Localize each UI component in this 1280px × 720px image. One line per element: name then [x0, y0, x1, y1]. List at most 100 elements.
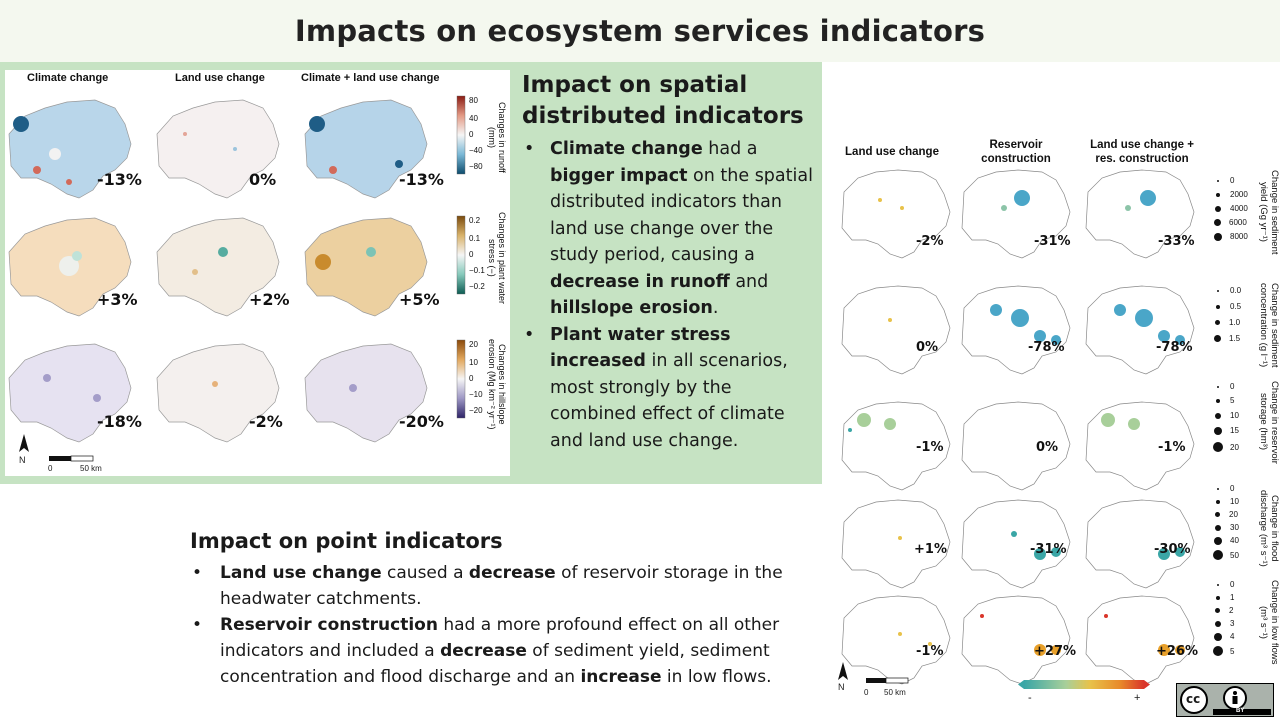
- text-run: of reservoir storage in the headwater ca…: [220, 563, 783, 609]
- legend-tick: 10: [1230, 497, 1239, 506]
- point-maps-svg: [838, 169, 1195, 689]
- text-run: caused a: [381, 563, 469, 583]
- erosion-landuse-map: [156, 343, 280, 443]
- legend-tick: 4000: [1230, 204, 1248, 213]
- text-run: decrease: [440, 641, 527, 661]
- map-percent: -13%: [97, 170, 142, 189]
- legend-dot: [1217, 385, 1219, 388]
- runoff-climate-map: [8, 99, 132, 199]
- legend-dot: [1214, 536, 1222, 545]
- map-percent: -1%: [916, 440, 944, 455]
- text-run: decrease in runoff: [550, 271, 730, 292]
- text-run: hillslope erosion: [550, 298, 713, 318]
- map-percent: -1%: [916, 644, 944, 659]
- list-item: • Climate change had a bigger impact on …: [524, 136, 820, 322]
- legend-dot: [1215, 608, 1220, 613]
- flood-reservoir-map: [961, 499, 1071, 589]
- scale-label: 0: [48, 464, 53, 473]
- legend-dot: [1215, 320, 1220, 325]
- text-run: Land use change: [220, 563, 382, 583]
- colorbar-tick: −0.2: [469, 282, 485, 291]
- runoff-combined-map: [304, 99, 428, 199]
- flood-landuse-map: [841, 499, 951, 589]
- map-percent: +1%: [914, 542, 947, 557]
- map-column-header: Climate + land use change: [301, 72, 440, 84]
- by-text: BY: [1236, 708, 1245, 714]
- text-run: and: [729, 271, 769, 292]
- colorbar-tick: 0: [469, 130, 474, 139]
- legend-tick: 0: [1230, 382, 1235, 391]
- map-column-header: Land use change: [175, 72, 265, 84]
- text-run: of sediment yield, sediment concentratio…: [220, 641, 770, 687]
- text-run: Reservoir construction: [220, 615, 438, 635]
- title-bar: Impacts on ecosystem services indicators: [0, 0, 1280, 62]
- spatial-maps-svg: [8, 95, 466, 462]
- cc-text: cc: [1186, 692, 1201, 706]
- legend-tick: 0.0: [1230, 286, 1242, 295]
- map-percent: -78%: [1028, 340, 1065, 355]
- point-indicators-text: Impact on point indicators • Land use ch…: [190, 526, 830, 690]
- legend-tick: 2: [1229, 606, 1234, 615]
- cc-by-license-badge[interactable]: cc BY: [1176, 683, 1274, 717]
- text-run: .: [712, 298, 719, 318]
- legend-dot: [1213, 646, 1223, 656]
- text-run: on the spatial distributed indicators th…: [550, 165, 813, 266]
- legend-tick: 50: [1230, 550, 1239, 560]
- legend-tick: 30: [1230, 523, 1239, 532]
- stress-colorbar: [456, 215, 466, 295]
- legend-dot: [1214, 426, 1222, 435]
- scale-bar: [866, 678, 886, 683]
- sediment-yield-combined-map: [1085, 169, 1195, 259]
- bullet-glyph: •: [192, 563, 203, 583]
- colorbar-tick: −10: [469, 390, 483, 399]
- reservoir-storage-landuse-map: [841, 401, 951, 491]
- lowflow-reservoir-map: [961, 595, 1071, 685]
- legend-tick: 4: [1230, 632, 1235, 641]
- legend-dot: [1214, 219, 1221, 226]
- text-run: Climate change: [550, 139, 703, 159]
- map-percent: 0%: [249, 170, 277, 189]
- text-run: had a: [702, 139, 758, 159]
- map-percent: -30%: [1154, 542, 1191, 557]
- stress-combined-map: [304, 217, 428, 317]
- map-percent: +5%: [399, 290, 440, 309]
- runoff-landuse-map: [156, 99, 280, 199]
- map-percent: 0%: [1036, 440, 1059, 455]
- legend-dot: [1217, 289, 1219, 292]
- point-map-figure: Land use change Reservoir construction L…: [838, 132, 1280, 714]
- legend-title: Change in flood discharge (m³ s⁻¹): [1258, 489, 1280, 567]
- legend-dot: [1213, 550, 1223, 560]
- sediment-yield-reservoir-map: [961, 169, 1071, 259]
- legend-tick: 0: [1230, 484, 1235, 493]
- lowflow-landuse-map: [841, 595, 951, 685]
- scale-label: 50 km: [80, 464, 102, 473]
- north-label: N: [838, 682, 845, 692]
- flood-combined-map: [1085, 499, 1195, 589]
- colorbar-tick: −0.1: [469, 266, 485, 275]
- runoff-colorbar: [456, 95, 466, 175]
- legend-title: Change in low flows (m³ s⁻¹): [1258, 579, 1280, 665]
- map-percent: 0%: [916, 340, 939, 355]
- colorbar-tick: 0.1: [469, 234, 481, 243]
- legend-title: Change in sediment concentration (g l⁻¹): [1258, 282, 1280, 368]
- legend-dot: [1214, 632, 1222, 641]
- sediment-conc-landuse-map: [841, 285, 951, 375]
- erosion-colorbar: [456, 339, 466, 419]
- legend-tick: 2000: [1230, 190, 1248, 199]
- sediment-conc-combined-map: [1085, 285, 1195, 375]
- legend-dot: [1215, 620, 1221, 627]
- legend-tick: 40: [1230, 536, 1239, 545]
- text-run: in all scenarios, most strongly by the c…: [550, 351, 788, 451]
- list-item: • Plant water stress increased in all sc…: [524, 322, 820, 455]
- colorbar-tick: 40: [469, 114, 478, 123]
- legend-tick: 20: [1229, 510, 1238, 519]
- reservoir-storage-combined-map: [1085, 401, 1195, 491]
- legend-tick: 3: [1230, 619, 1235, 628]
- spatial-bullet-list: • Climate change had a bigger impact on …: [522, 136, 820, 454]
- spatial-heading: Impact on spatial distributed indicators: [522, 70, 820, 132]
- stress-climate-map: [8, 217, 132, 317]
- colorbar-title: Changes in plant water stress (−): [487, 211, 507, 305]
- map-percent: -31%: [1034, 234, 1071, 249]
- lowflow-combined-map: [1085, 595, 1195, 685]
- colorbar-title: Changes in runoff (mm): [487, 101, 507, 173]
